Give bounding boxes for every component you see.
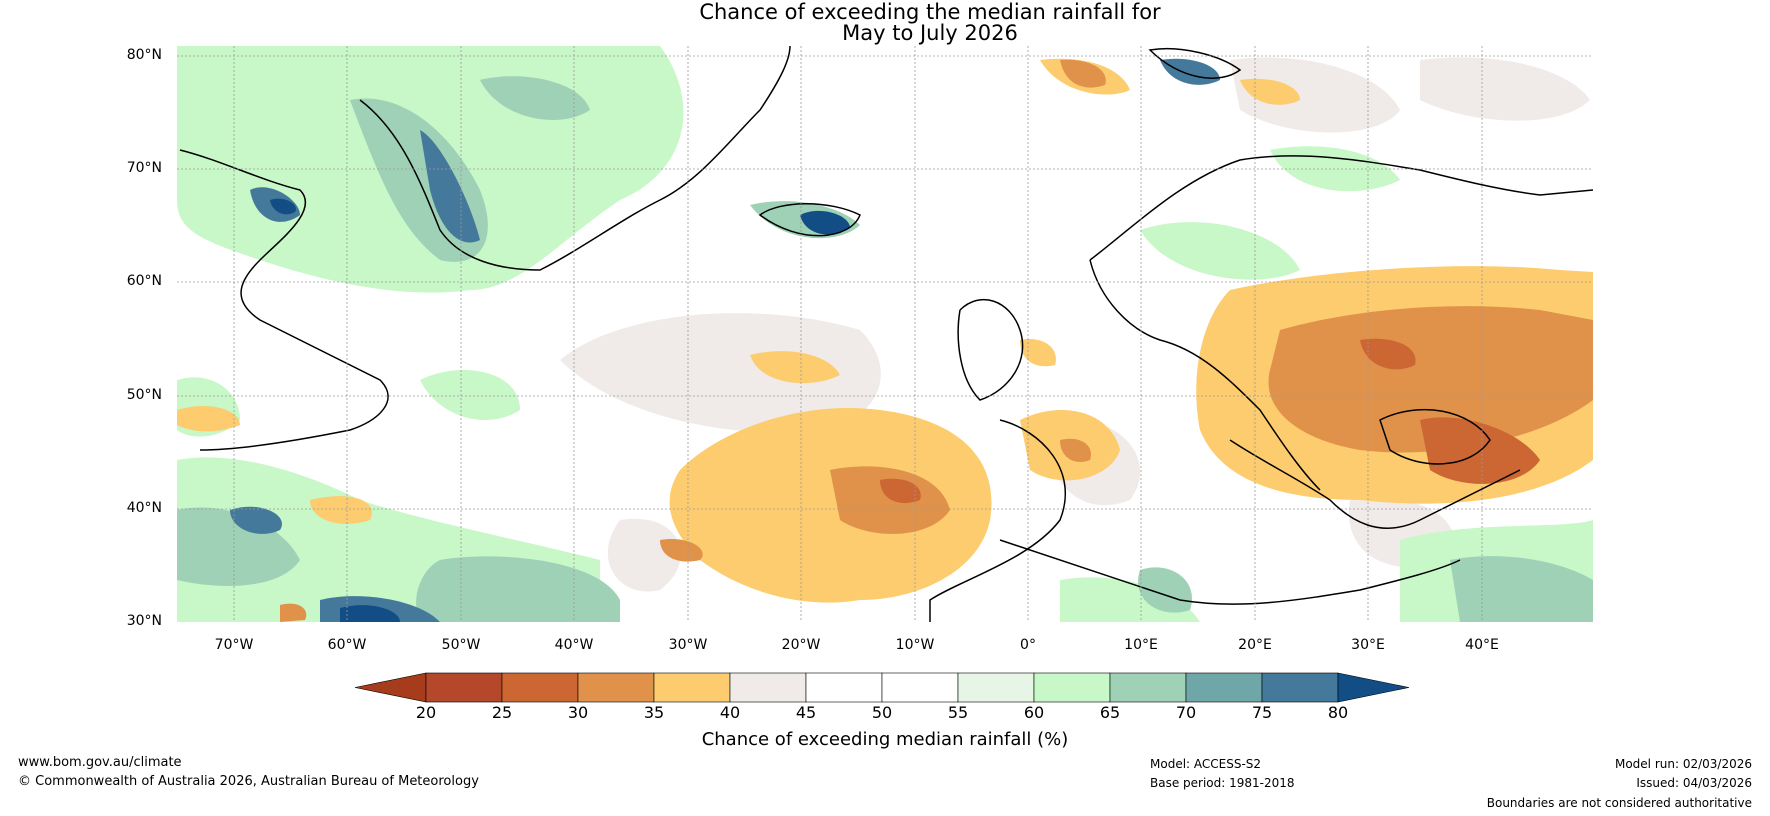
lat-label: 60°N [126, 273, 162, 289]
copyright-text: © Commonwealth of Australia 2026, Austra… [18, 774, 479, 789]
colorbar-tick: 50 [871, 703, 893, 722]
colorbar-extend-low [354, 672, 427, 703]
lon-label: 40°E [1465, 637, 1499, 653]
colorbar-tick: 75 [1251, 703, 1273, 722]
colorbar-tick: 20 [415, 703, 437, 722]
lon-label: 20°W [781, 637, 821, 653]
lat-label: 80°N [126, 47, 162, 63]
lat-label: 50°N [126, 387, 162, 403]
chart-title-line2: May to July 2026 [842, 21, 1018, 45]
issued-text: Issued: 04/03/2026 [1636, 776, 1752, 790]
colorbar-tick: 60 [1023, 703, 1045, 722]
colorbar-segment [805, 672, 883, 703]
disclaimer-text: Boundaries are not considered authoritat… [1486, 796, 1752, 810]
lon-label: 40°W [554, 637, 594, 653]
lon-label: 30°E [1351, 637, 1385, 653]
colorbar-tick: 35 [643, 703, 665, 722]
lon-label: 50°W [441, 637, 481, 653]
coastlines [179, 46, 1593, 622]
lon-label: 70°W [214, 637, 254, 653]
colorbar-segment [1261, 672, 1339, 703]
colorbar-tick: 55 [947, 703, 969, 722]
lon-label: 20°E [1238, 637, 1272, 653]
colorbar-segment [501, 672, 579, 703]
colorbar-segment [653, 672, 731, 703]
colorbar-tick: 30 [567, 703, 589, 722]
base-period-text: Base period: 1981-2018 [1150, 776, 1295, 790]
colorbar-tick: 70 [1175, 703, 1197, 722]
lon-label: 30°W [668, 637, 708, 653]
model-run-text: Model run: 02/03/2026 [1614, 757, 1752, 771]
colorbar-tick: 80 [1327, 703, 1349, 722]
chart-title-line1: Chance of exceeding the median rainfall … [699, 0, 1161, 24]
colorbar-segment [957, 672, 1035, 703]
colorbar-tick: 45 [795, 703, 817, 722]
wet-regions-extreme [270, 198, 850, 622]
colorbar-segment [881, 672, 959, 703]
gridlines [177, 46, 1593, 622]
colorbar-segment [425, 672, 503, 703]
colorbar-extend-high [1337, 672, 1410, 703]
colorbar-tick: 40 [719, 703, 741, 722]
colorbar [354, 672, 1410, 703]
dry-regions-medium [280, 59, 1593, 622]
website-text: www.bom.gov.au/climate [18, 755, 182, 770]
lon-label: 10°W [895, 637, 935, 653]
colorbar-label: Chance of exceeding median rainfall (%) [701, 729, 1069, 750]
colorbar-segment [1109, 672, 1187, 703]
colorbar-segment [1185, 672, 1263, 703]
lon-label: 0° [1020, 637, 1036, 653]
colorbar-segment [1033, 672, 1111, 703]
colorbar-tick: 65 [1099, 703, 1121, 722]
lat-label: 70°N [126, 160, 162, 176]
model-text: Model: ACCESS-S2 [1150, 757, 1262, 771]
colorbar-segment [577, 672, 655, 703]
colorbar-tick: 25 [491, 703, 513, 722]
lat-label: 40°N [126, 500, 162, 516]
lat-label: 30°N [126, 613, 162, 629]
lon-label: 60°W [327, 637, 367, 653]
colorbar-segment [729, 672, 807, 703]
lon-label: 10°E [1124, 637, 1158, 653]
